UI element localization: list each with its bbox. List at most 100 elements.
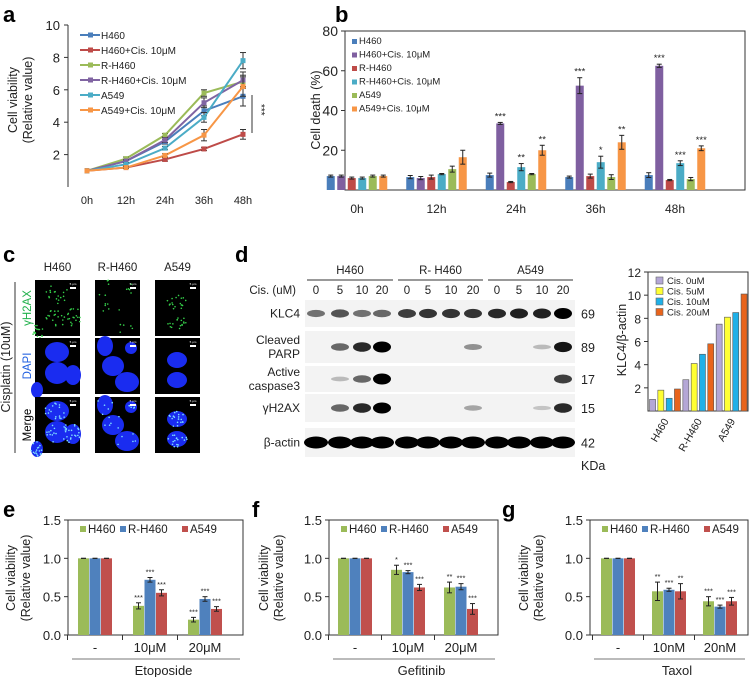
bar bbox=[402, 572, 414, 635]
focus-dot bbox=[50, 310, 52, 312]
nucleus bbox=[45, 401, 69, 421]
bar bbox=[732, 312, 740, 412]
focus-dot bbox=[39, 453, 42, 455]
focus-dot bbox=[185, 436, 188, 439]
focus-dot bbox=[104, 304, 107, 307]
bar bbox=[612, 558, 624, 635]
legend-label: A549 bbox=[101, 91, 125, 102]
focus-dot bbox=[60, 314, 63, 317]
nucleus bbox=[167, 352, 187, 368]
significance-stars: *** bbox=[495, 111, 506, 122]
row-label: γH2AX bbox=[22, 290, 34, 326]
blot-band bbox=[304, 436, 328, 449]
panel-label-a: a bbox=[3, 2, 16, 27]
focus-dot bbox=[173, 445, 176, 448]
y-tick-label: 80 bbox=[322, 23, 338, 39]
focus-dot bbox=[30, 449, 32, 452]
panel-label-c: c bbox=[3, 242, 15, 267]
focus-dot bbox=[76, 316, 79, 319]
x-tick-label: - bbox=[93, 640, 97, 655]
y-tick-label: 0.5 bbox=[565, 590, 583, 605]
focus-dot bbox=[75, 314, 78, 317]
focus-dot bbox=[32, 451, 35, 454]
x-tick-label: 36h bbox=[195, 195, 213, 207]
bar bbox=[326, 176, 335, 190]
micrograph-background bbox=[155, 280, 200, 336]
focus-dot bbox=[167, 437, 170, 440]
blot-band bbox=[373, 309, 391, 318]
legend-label: H460+Cis. 10μM bbox=[359, 50, 430, 61]
focus-dot bbox=[39, 444, 41, 447]
bar bbox=[674, 388, 681, 412]
focus-dot bbox=[74, 435, 77, 437]
legend-swatch bbox=[655, 276, 664, 285]
legend-swatch bbox=[120, 526, 126, 532]
focus-dot bbox=[182, 297, 185, 299]
focus-dot bbox=[170, 326, 173, 329]
micrograph: 5 μm bbox=[32, 280, 81, 341]
focus-dot bbox=[70, 308, 73, 310]
bar bbox=[565, 177, 574, 190]
y-tick-label: 40 bbox=[322, 103, 338, 119]
legend-label: H460 bbox=[88, 524, 116, 536]
focus-dot bbox=[77, 434, 79, 437]
data-point bbox=[201, 100, 207, 106]
panel-label-g: g bbox=[502, 497, 515, 522]
focus-dot bbox=[171, 417, 173, 420]
focus-dot bbox=[177, 418, 180, 420]
data-point bbox=[240, 58, 246, 64]
bar bbox=[416, 178, 425, 190]
bar bbox=[596, 162, 605, 190]
blot-row-label: Active bbox=[267, 365, 300, 379]
focus-dot bbox=[132, 440, 134, 443]
blot-row-label: Cleaved bbox=[256, 333, 300, 347]
focus-dot bbox=[51, 424, 54, 427]
blot-strip bbox=[304, 428, 575, 457]
focus-dot bbox=[49, 291, 52, 294]
focus-dot bbox=[168, 304, 171, 306]
focus-dot bbox=[173, 416, 176, 419]
focus-dot bbox=[38, 450, 41, 452]
bar bbox=[665, 397, 673, 412]
focus-dot bbox=[118, 415, 120, 418]
bar bbox=[607, 177, 616, 190]
y-axis-label: Cell viability bbox=[4, 544, 18, 611]
dose-value: 5 bbox=[516, 285, 522, 297]
focus-dot bbox=[49, 433, 51, 436]
bar bbox=[517, 167, 526, 190]
bar bbox=[455, 586, 467, 635]
x-tick-label: H460 bbox=[649, 416, 672, 444]
blot-band bbox=[416, 436, 440, 449]
focus-dot bbox=[110, 422, 112, 425]
bar bbox=[427, 177, 436, 190]
scale-bar bbox=[130, 345, 136, 347]
focus-dot bbox=[72, 308, 75, 310]
blot-band bbox=[507, 436, 531, 449]
bar bbox=[726, 601, 737, 635]
significance-stars: * bbox=[599, 145, 603, 156]
focus-dot bbox=[101, 413, 104, 416]
significance-stars: *** bbox=[716, 595, 725, 604]
scale-bar-label: 5 μm bbox=[70, 399, 77, 403]
focus-dot bbox=[184, 299, 187, 302]
focus-dot bbox=[171, 297, 173, 300]
column-label: A549 bbox=[164, 262, 191, 274]
x-tick-label: 12h bbox=[117, 195, 135, 207]
y-tick-label: 1.5 bbox=[565, 513, 583, 528]
x-tick-label: 10nM bbox=[653, 640, 686, 655]
significance-stars: ** bbox=[618, 124, 626, 135]
focus-dot bbox=[106, 303, 109, 305]
y-tick-label: 10 bbox=[46, 18, 60, 33]
blot-membrane bbox=[305, 366, 575, 392]
focus-dot bbox=[54, 324, 57, 327]
focus-dot bbox=[118, 309, 120, 311]
legend-label: Cis. 20uM bbox=[667, 308, 710, 319]
bar bbox=[101, 558, 112, 635]
bar bbox=[349, 558, 361, 635]
bar bbox=[740, 293, 748, 412]
focus-dot bbox=[44, 412, 47, 415]
dose-value: 5 bbox=[425, 285, 431, 297]
blot-band bbox=[419, 308, 437, 319]
focus-dot bbox=[167, 323, 169, 325]
